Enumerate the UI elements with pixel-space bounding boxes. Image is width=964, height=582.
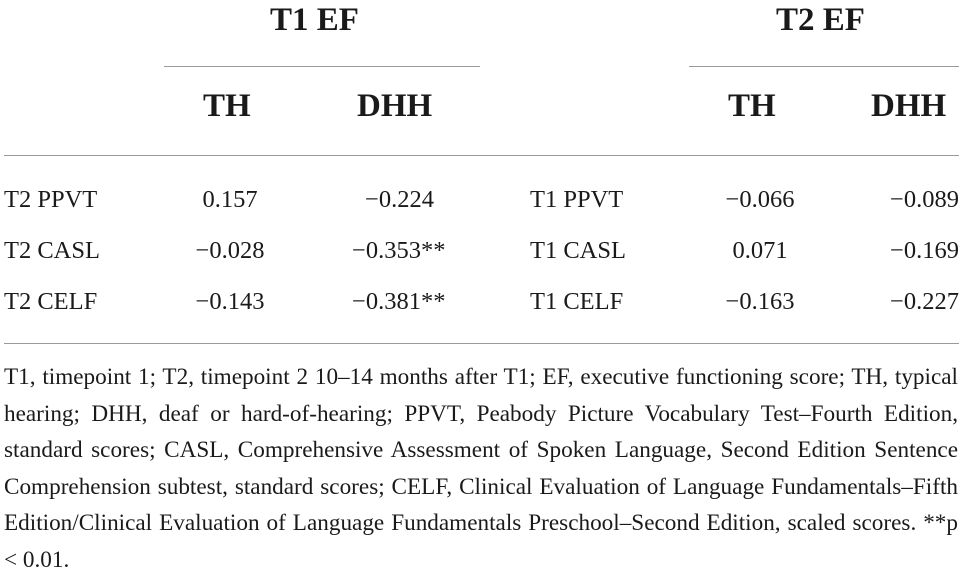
row-label: T1 CASL (530, 237, 626, 264)
group-header-t2-ef: T2 EF (776, 2, 865, 38)
value-dhh: −0.224 (365, 186, 434, 213)
value-th: −0.143 (195, 288, 265, 315)
value-th: −0.028 (195, 237, 265, 264)
row-label: T1 PPVT (530, 186, 624, 213)
value-th: −0.163 (725, 288, 795, 315)
row-label: T1 CELF (530, 288, 624, 315)
row-label: T2 CELF (4, 288, 98, 315)
group-rule-right (689, 66, 959, 67)
group-header-t1-ef: T1 EF (270, 2, 359, 38)
subheader-left-dhh: DHH (357, 88, 433, 124)
value-dhh: −0.353** (352, 237, 446, 264)
value-th: 0.157 (202, 186, 258, 213)
subheader-right-th: TH (728, 88, 776, 124)
value-dhh: −0.381** (352, 288, 446, 315)
subheader-right-dhh: DHH (871, 88, 947, 124)
value-th: −0.066 (725, 186, 795, 213)
value-dhh: −0.089 (890, 186, 959, 213)
value-dhh: −0.227 (890, 288, 959, 315)
value-th: 0.071 (732, 237, 788, 264)
subheader-left-th: TH (203, 88, 251, 124)
table-bottom-rule (4, 343, 959, 344)
group-rule-left (164, 66, 480, 67)
table-footnote: T1, timepoint 1; T2, timepoint 2 10–14 m… (4, 364, 958, 573)
header-rule (4, 155, 959, 156)
value-dhh: −0.169 (890, 237, 959, 264)
row-label: T2 PPVT (4, 186, 98, 213)
row-label: T2 CASL (4, 237, 100, 264)
